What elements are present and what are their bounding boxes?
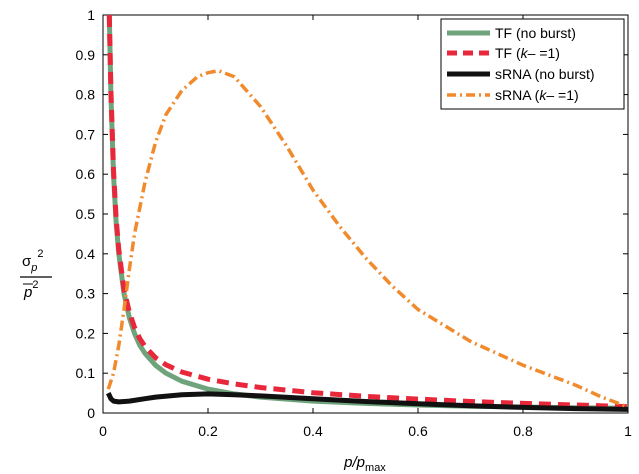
x-tick-label: 0.2 — [198, 423, 218, 439]
x-axis-label: p/pmax — [343, 454, 386, 474]
y-tick-label: 0.1 — [76, 365, 96, 381]
y-axis-label: σp2 p2 — [20, 248, 52, 301]
y-tick-label: 0.2 — [76, 325, 96, 341]
series-line-srna-no-burst — [106, 391, 629, 412]
series-layer — [106, 14, 629, 412]
x-tick-label: 0.6 — [408, 423, 428, 439]
y-label-numerator: σp2 — [22, 248, 44, 274]
legend: TF (no burst) TF (k– =1) sRNA (no burst)… — [440, 18, 625, 110]
y-tick-label: 0.9 — [76, 47, 96, 63]
x-tick-label: 0.4 — [303, 423, 323, 439]
series-line-srna-k-1 — [106, 68, 629, 409]
y-tick-label: 0.4 — [76, 246, 96, 262]
y-tick-label: 0.7 — [76, 126, 96, 142]
legend-label-srna-no-burst: sRNA (no burst) — [495, 66, 595, 82]
x-tick-label: 0.8 — [513, 423, 533, 439]
y-label-denominator: p2 — [23, 279, 38, 301]
y-axis-ticks: 0 0.1 0.2 0.3 0.4 0.5 0.6 0.7 0.8 0.9 1 — [76, 7, 628, 421]
legend-label-tf-k: TF (k– =1) — [495, 45, 560, 61]
x-axis-ticks: 0 0.2 0.4 0.6 0.8 1 — [99, 15, 632, 439]
y-tick-label: 0.3 — [76, 286, 96, 302]
legend-label-srna-k: sRNA (k– =1) — [495, 87, 579, 103]
y-tick-label: 0 — [87, 405, 95, 421]
y-tick-label: 0.6 — [76, 166, 96, 182]
y-tick-label: 0.5 — [76, 206, 96, 222]
x-tick-label: 0 — [99, 423, 107, 439]
y-tick-label: 0.8 — [76, 87, 96, 103]
legend-label-tf-no-burst: TF (no burst) — [495, 25, 576, 41]
y-tick-label: 1 — [87, 7, 95, 23]
series-line-tf-k-1 — [106, 14, 629, 410]
x-tick-label: 1 — [624, 423, 632, 439]
